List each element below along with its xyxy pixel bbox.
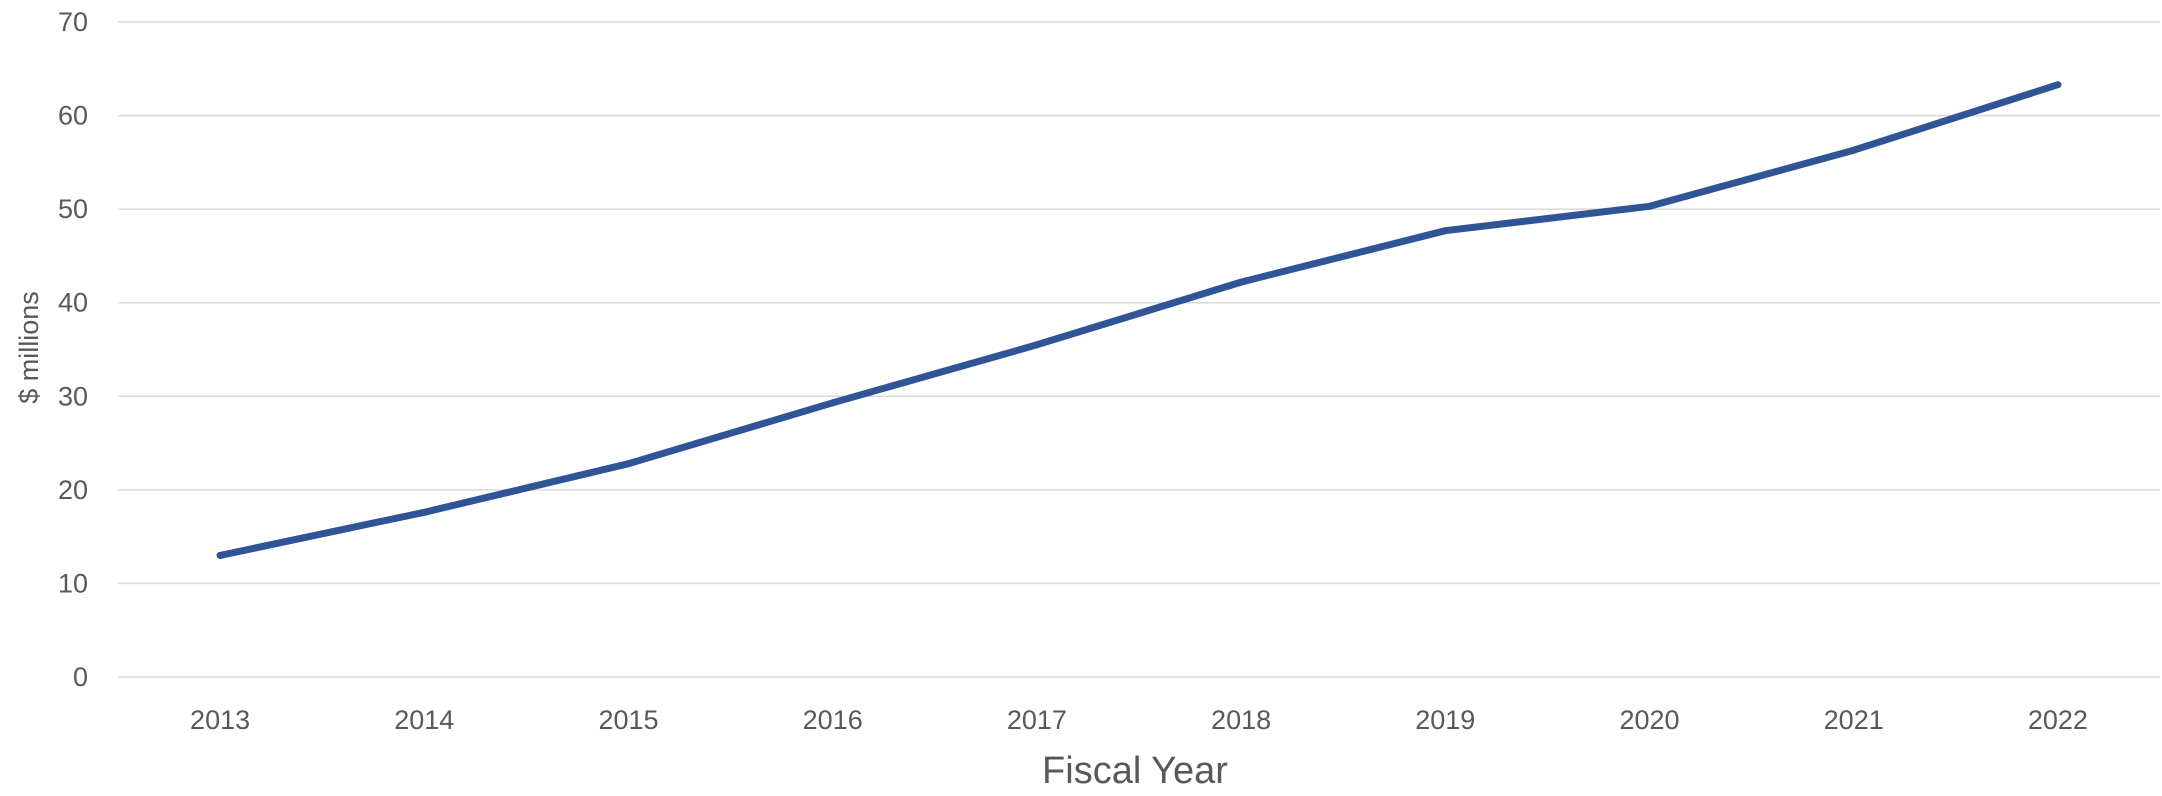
x-tick-label: 2017 <box>1007 705 1067 735</box>
x-tick-label: 2018 <box>1211 705 1271 735</box>
y-tick-label: 50 <box>58 194 88 224</box>
y-tick-label: 60 <box>58 101 88 131</box>
data-point <box>1033 341 1041 349</box>
data-point <box>1850 146 1858 154</box>
series-layer <box>216 81 2062 559</box>
x-tick-label: 2015 <box>598 705 658 735</box>
gridlines <box>118 21 2160 678</box>
x-tick-label: 2014 <box>394 705 454 735</box>
y-tick-label: 0 <box>73 662 88 692</box>
data-point <box>2054 81 2062 89</box>
data-point <box>1646 202 1653 210</box>
x-tick-label: 2016 <box>803 705 863 735</box>
data-point <box>625 460 632 468</box>
y-tick-label: 30 <box>58 381 88 411</box>
x-tick-label: 2021 <box>1824 705 1884 735</box>
data-point <box>829 399 837 407</box>
data-point <box>1237 278 1245 286</box>
y-tick-label: 10 <box>58 568 88 598</box>
data-point <box>216 551 224 559</box>
x-tick-label: 2019 <box>1415 705 1475 735</box>
x-axis-label: Fiscal Year <box>1042 750 1228 791</box>
x-axis-ticks: 2013 2014 2015 2016 2017 2018 2019 2020 2021 2022 <box>190 705 2088 735</box>
y-axis-ticks: 0 10 20 30 40 50 60 70 <box>58 7 88 692</box>
x-tick-label: 2020 <box>1619 705 1679 735</box>
x-tick-label: 2022 <box>2028 705 2088 735</box>
y-axis-label: $ millions <box>14 291 44 404</box>
y-tick-label: 40 <box>58 288 88 318</box>
series-line <box>216 81 2062 559</box>
x-tick-label: 2013 <box>190 705 250 735</box>
y-tick-label: 70 <box>58 7 88 37</box>
data-point <box>420 508 428 516</box>
data-point <box>1441 227 1449 235</box>
y-tick-label: 20 <box>58 475 88 505</box>
